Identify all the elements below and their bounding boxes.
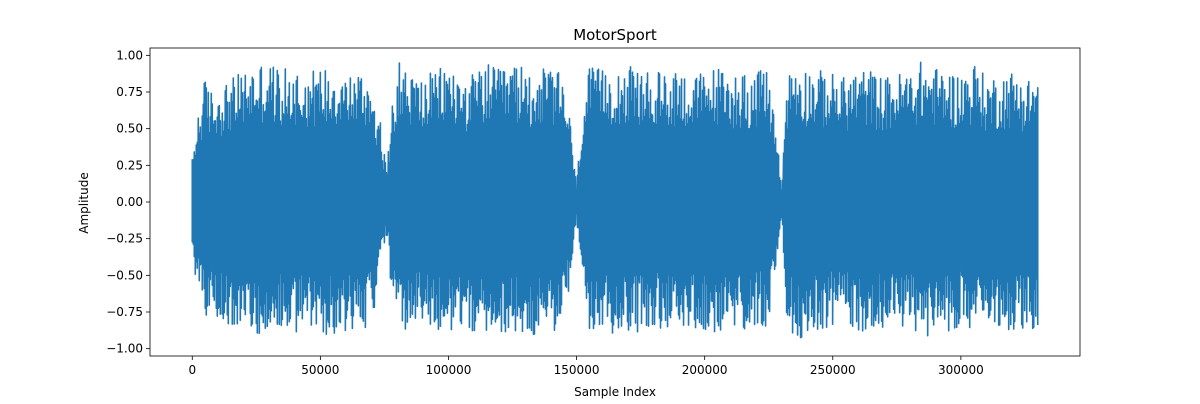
- y-tick-label: −0.50: [106, 268, 143, 282]
- y-tick-label: 0.25: [116, 158, 143, 172]
- y-tick-label: 0.00: [116, 195, 143, 209]
- y-tick-label: −0.25: [106, 232, 143, 246]
- y-tick-label: −0.75: [106, 305, 143, 319]
- chart-title: MotorSport: [573, 26, 657, 44]
- y-axis-label: Amplitude: [77, 172, 91, 234]
- plot-area: [191, 61, 1039, 339]
- axes: 0 50000 100000 150000 200000 250000 300000 −1.0…: [106, 47, 1081, 377]
- x-tick-label: 300000: [938, 363, 984, 377]
- x-tick-label: 200000: [682, 363, 728, 377]
- x-tick-label: 150000: [554, 363, 600, 377]
- y-tick-label: 0.75: [116, 85, 143, 99]
- x-tick-label: 100000: [426, 363, 472, 377]
- y-tick-label: −1.00: [106, 342, 143, 356]
- x-tick-label: 0: [188, 363, 196, 377]
- x-tick-label: 250000: [810, 363, 856, 377]
- y-tick-label: 1.00: [116, 48, 143, 62]
- y-tick-label: 0.50: [116, 122, 143, 136]
- x-tick-label: 50000: [301, 363, 339, 377]
- waveform-series-0: [191, 61, 1039, 339]
- x-axis-label: Sample Index: [574, 385, 656, 399]
